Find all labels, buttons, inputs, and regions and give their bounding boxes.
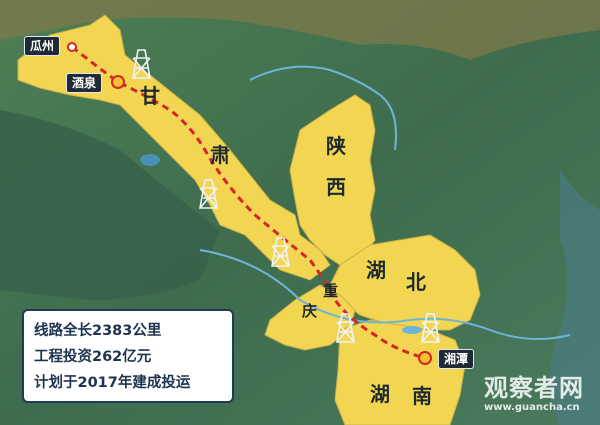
province-char-qing: 庆 — [302, 302, 318, 320]
city-label-xiangtan: 湘潭 — [438, 349, 475, 369]
province-char-hu-north: 湖 — [366, 258, 386, 282]
hunan-province — [334, 319, 466, 425]
yangtze-river — [199, 249, 571, 340]
info-line-length: 线路全长2383公里 — [34, 323, 162, 339]
plateau-region — [0, 110, 220, 300]
dongting-lake — [402, 326, 422, 334]
city-label-jiuquan: 酒泉 — [66, 73, 103, 93]
province-char-chong: 重 — [323, 282, 339, 300]
pylon-icon — [132, 49, 151, 79]
info-box: 线路全长2383公里 工程投资262亿元 计划于2017年建成投运 — [22, 309, 234, 403]
pylon-icon — [199, 179, 218, 209]
pylon-icon — [336, 313, 355, 343]
info-line-investment: 工程投资262亿元 — [34, 349, 152, 365]
watermark-url: www.guancha.cn — [484, 402, 580, 413]
province-char-gan: 甘 — [140, 84, 160, 108]
transmission-route — [71, 45, 426, 360]
city-label-guazhou: 瓜州 — [24, 36, 61, 56]
yellow-river — [249, 65, 397, 151]
province-char-xi: 西 — [326, 175, 346, 199]
sea — [550, 170, 600, 425]
north-region — [0, 0, 600, 60]
qinghai-lake — [140, 154, 160, 166]
province-char-nan: 南 — [412, 384, 432, 408]
pylon-icon — [421, 313, 440, 343]
shaanxi-province — [289, 94, 376, 266]
jiuquan-marker — [111, 75, 125, 89]
xiangtan-marker — [418, 351, 432, 365]
guazhou-marker — [67, 42, 77, 52]
info-line-schedule: 计划于2017年建成投运 — [34, 375, 191, 391]
province-char-su: 肃 — [210, 143, 230, 167]
pylon-icon — [271, 237, 290, 267]
province-char-bei: 北 — [406, 270, 426, 294]
watermark-logo: 观察者网 — [484, 374, 584, 402]
province-char-hu-south: 湖 — [370, 382, 390, 406]
province-char-shaan: 陕 — [326, 134, 346, 158]
